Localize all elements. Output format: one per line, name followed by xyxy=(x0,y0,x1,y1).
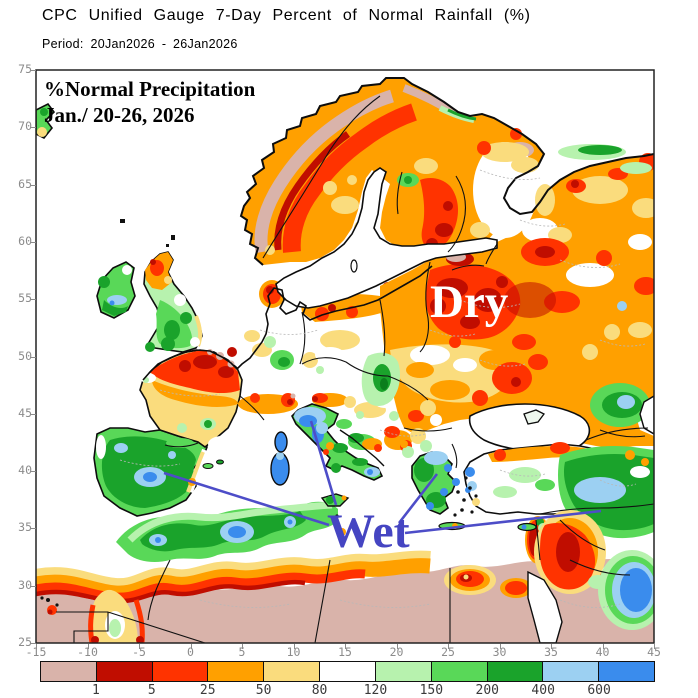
lat-tick-label: 30 xyxy=(18,577,32,592)
lon-tick-label: 5 xyxy=(238,645,246,659)
admin-borders xyxy=(119,169,646,608)
wet-label: Wet xyxy=(327,505,410,558)
lat-tickmark xyxy=(30,643,36,644)
colorbar-segment xyxy=(208,662,265,681)
lon-tick-label: 25 xyxy=(441,645,455,659)
lat-tickmark xyxy=(30,70,36,71)
region-greece xyxy=(400,440,478,517)
lat-tick-label: 45 xyxy=(18,405,32,420)
lon-tick-label: 10 xyxy=(286,645,301,659)
lon-tickmark xyxy=(190,644,192,649)
lon-tickmark xyxy=(293,644,295,649)
lat-tick-label: 60 xyxy=(18,233,32,248)
lat-tick-label: 65 xyxy=(18,176,32,191)
lat-tick-label: 50 xyxy=(18,348,32,363)
colorbar-boundary-label: 200 xyxy=(475,683,499,698)
lon-tickmark xyxy=(654,644,655,649)
lon-tick-label: 35 xyxy=(544,645,558,659)
region-france xyxy=(139,349,298,452)
region-ukraine-balkans xyxy=(361,336,548,452)
lat-tick-label: 25 xyxy=(18,635,32,649)
lon-tickmark xyxy=(499,644,501,649)
lat-tickmark xyxy=(30,241,36,243)
precip-colorbar xyxy=(40,661,655,682)
colorbar-segment xyxy=(41,662,97,681)
map-heading: %Normal Precipitation xyxy=(44,77,256,101)
map-art: %Normal Precipitation Jan./ 20-26, 2026 … xyxy=(36,77,654,643)
lat-tick-label: 70 xyxy=(18,119,32,134)
lon-tick-label: 30 xyxy=(492,645,507,659)
colorbar-boundary-label: 400 xyxy=(531,683,555,698)
colorbar-boundary-label: 120 xyxy=(363,683,388,698)
colorbar-segment xyxy=(375,662,432,681)
lat-tick-label: 75 xyxy=(18,62,32,76)
region-turkey-mideast xyxy=(438,442,654,643)
lon-tickmark xyxy=(87,644,89,649)
lon-tick-label: 40 xyxy=(595,645,610,659)
lon-tickmark xyxy=(602,644,604,649)
region-british-isles xyxy=(36,102,203,353)
colorbar-segment xyxy=(543,662,600,681)
lon-tick-label: 20 xyxy=(389,645,404,659)
colorbar-boundary-label: 1 xyxy=(91,683,100,698)
lat-tickmark xyxy=(30,528,36,530)
lat-tickmark xyxy=(30,184,36,186)
colorbar-segment xyxy=(487,662,544,681)
lon-tick-label: -15 xyxy=(25,645,47,659)
map-date-range: Jan./ 20-26, 2026 xyxy=(44,103,195,127)
colorbar-segment xyxy=(599,662,654,681)
lat-tick-label: 35 xyxy=(18,520,32,535)
lon-tickmark xyxy=(139,644,140,649)
lon-tick-label: -10 xyxy=(77,645,98,659)
lat-tickmark xyxy=(30,127,36,129)
lon-tickmark xyxy=(242,644,243,649)
map-frame xyxy=(35,69,655,644)
lon-tickmark xyxy=(551,644,552,649)
dry-label: Dry xyxy=(430,276,509,328)
lon-tick-label: 0 xyxy=(187,645,194,659)
lon-tickmark xyxy=(448,644,449,649)
lon-tick-label: -5 xyxy=(132,645,146,659)
lon-tickmark xyxy=(345,644,346,649)
colorbar-boundary-label: 600 xyxy=(587,683,611,698)
lat-tickmark xyxy=(30,413,36,415)
lon-tick-label: 45 xyxy=(647,645,661,659)
page-title: CPC Unified Gauge 7-Day Percent of Norma… xyxy=(42,7,531,24)
map-annotations: %Normal Precipitation Jan./ 20-26, 2026 … xyxy=(44,77,602,558)
period-subtitle: Period: 20Jan2026 - 26Jan2026 xyxy=(42,37,238,51)
colorbar-boundary-label: 5 xyxy=(147,683,156,698)
colorbar-boundary-label: 80 xyxy=(311,683,328,698)
country-borders xyxy=(56,95,654,643)
colorbar-segment xyxy=(264,662,321,681)
lat-tickmark xyxy=(30,471,36,473)
wet-pointer-lines xyxy=(163,420,602,535)
lon-tickmark xyxy=(396,644,398,649)
lat-tick-label: 40 xyxy=(18,463,32,478)
lat-tickmark xyxy=(30,356,36,358)
coastlines xyxy=(142,77,654,381)
colorbar-segment xyxy=(431,662,488,681)
region-iberia xyxy=(93,427,224,517)
colorbar-segment xyxy=(96,662,153,681)
lat-tick-label: 55 xyxy=(18,291,32,306)
colorbar-segment xyxy=(152,662,209,681)
lon-tick-label: 15 xyxy=(338,645,352,659)
lat-tickmark xyxy=(30,585,36,587)
colorbar-segment xyxy=(320,662,376,681)
lon-tickmark xyxy=(36,644,37,649)
colorbar-boundary-label: 50 xyxy=(255,683,272,698)
lat-tickmark xyxy=(30,299,36,301)
colorbar-boundary-label: 150 xyxy=(419,683,444,698)
colorbar-boundary-label: 25 xyxy=(199,683,216,698)
